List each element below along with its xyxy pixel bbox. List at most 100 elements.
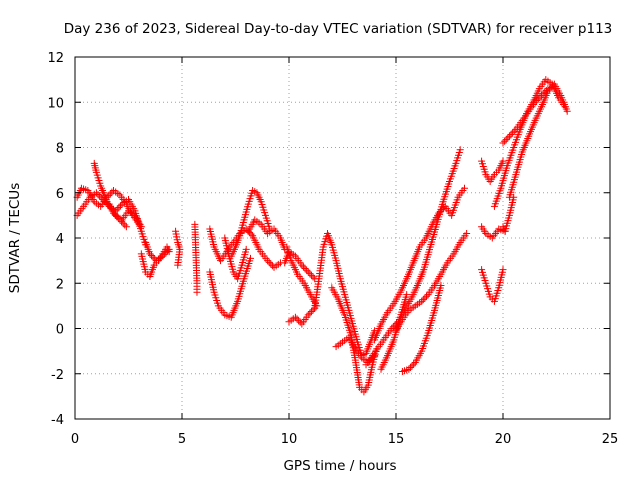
data-point: [118, 218, 126, 226]
data-point: [148, 252, 156, 260]
data-points: [73, 76, 571, 396]
data-point: [264, 257, 272, 265]
data-point: [303, 266, 311, 274]
x-tick-label: 20: [495, 432, 512, 447]
y-axis-label: SDTVAR / TECUs: [7, 183, 23, 293]
data-point: [193, 288, 201, 296]
data-point: [406, 364, 414, 372]
data-point: [456, 146, 464, 154]
data-point: [242, 245, 250, 253]
series-track-31: [499, 193, 518, 235]
data-point: [541, 88, 549, 96]
data-point: [115, 203, 123, 211]
series-track-26: [478, 223, 509, 242]
y-tick-label: 8: [56, 142, 64, 157]
data-point: [531, 98, 539, 106]
x-tick-label: 0: [71, 432, 79, 447]
y-tick-label: 6: [56, 187, 64, 202]
x-axis-label: GPS time / hours: [283, 458, 396, 474]
data-point: [440, 204, 448, 212]
data-point: [509, 129, 517, 137]
data-point: [419, 296, 427, 304]
data-point: [544, 85, 552, 93]
data-point: [146, 250, 154, 258]
data-point: [96, 192, 104, 200]
data-point: [116, 202, 124, 210]
data-point: [534, 95, 542, 103]
series-track-16: [285, 304, 319, 328]
data-point: [418, 297, 426, 305]
data-point: [299, 263, 307, 271]
data-point: [137, 223, 145, 231]
data-point: [460, 184, 468, 192]
data-point: [542, 86, 550, 94]
x-tick-label: 10: [281, 432, 298, 447]
series-track-25: [478, 157, 507, 185]
data-point: [304, 268, 312, 276]
data-point: [244, 227, 252, 235]
data-point: [121, 221, 129, 229]
series-track-11: [227, 186, 274, 260]
data-point: [549, 82, 557, 90]
data-point: [304, 311, 312, 319]
x-tick-label: 25: [602, 432, 619, 447]
axis-ticks: 0 5 10 15 20 25 -4 -2 0 2 4 6 8 10 12: [47, 51, 618, 447]
series-track-21: [371, 184, 468, 344]
data-point: [403, 291, 411, 299]
series-track-30: [499, 85, 552, 147]
data-point: [113, 205, 121, 213]
data-point: [410, 360, 418, 368]
series-track-14: [281, 248, 319, 283]
data-point: [119, 219, 127, 227]
data-point: [538, 91, 546, 99]
data-point: [265, 258, 273, 266]
series-track-08: [191, 220, 201, 296]
y-tick-label: -4: [51, 413, 64, 428]
data-point: [309, 273, 317, 281]
series-track-12: [221, 234, 250, 283]
data-point: [435, 209, 443, 217]
data-point: [436, 207, 444, 215]
data-point: [160, 250, 168, 258]
data-point: [499, 139, 507, 147]
y-tick-label: 10: [47, 96, 64, 111]
data-point: [105, 192, 113, 200]
y-tick-label: 2: [56, 277, 64, 292]
y-tick-label: 4: [56, 232, 64, 247]
data-point: [122, 223, 130, 231]
data-point: [291, 313, 299, 321]
y-tick-label: 0: [56, 323, 64, 338]
data-point: [165, 245, 173, 253]
series-track-04: [105, 200, 145, 231]
data-point: [546, 85, 554, 93]
series-track-29: [505, 80, 571, 201]
y-tick-label: 12: [47, 51, 64, 66]
data-point: [306, 270, 314, 278]
series-track-10: [206, 254, 254, 321]
series-track-07: [172, 227, 184, 269]
data-point: [510, 127, 518, 135]
data-point: [510, 193, 518, 201]
data-point: [295, 317, 303, 325]
data-point: [507, 130, 515, 138]
data-point: [149, 253, 157, 261]
data-point: [296, 318, 304, 326]
chart-title: Day 236 of 2023, Sidereal Day-to-day VTE…: [64, 21, 613, 37]
data-point: [92, 189, 100, 197]
data-point: [94, 190, 102, 198]
data-point: [106, 190, 114, 198]
data-point: [547, 84, 555, 92]
data-point: [408, 362, 416, 370]
data-point: [563, 107, 571, 115]
data-point: [267, 260, 275, 268]
series-track-20: [362, 146, 464, 369]
data-point: [405, 365, 413, 373]
data-point: [164, 247, 172, 255]
data-point: [539, 90, 547, 98]
series-track-24: [377, 291, 411, 373]
data-point: [246, 254, 254, 262]
series-track-27: [478, 266, 507, 305]
y-tick-label: -2: [51, 368, 64, 383]
data-point: [293, 315, 301, 323]
